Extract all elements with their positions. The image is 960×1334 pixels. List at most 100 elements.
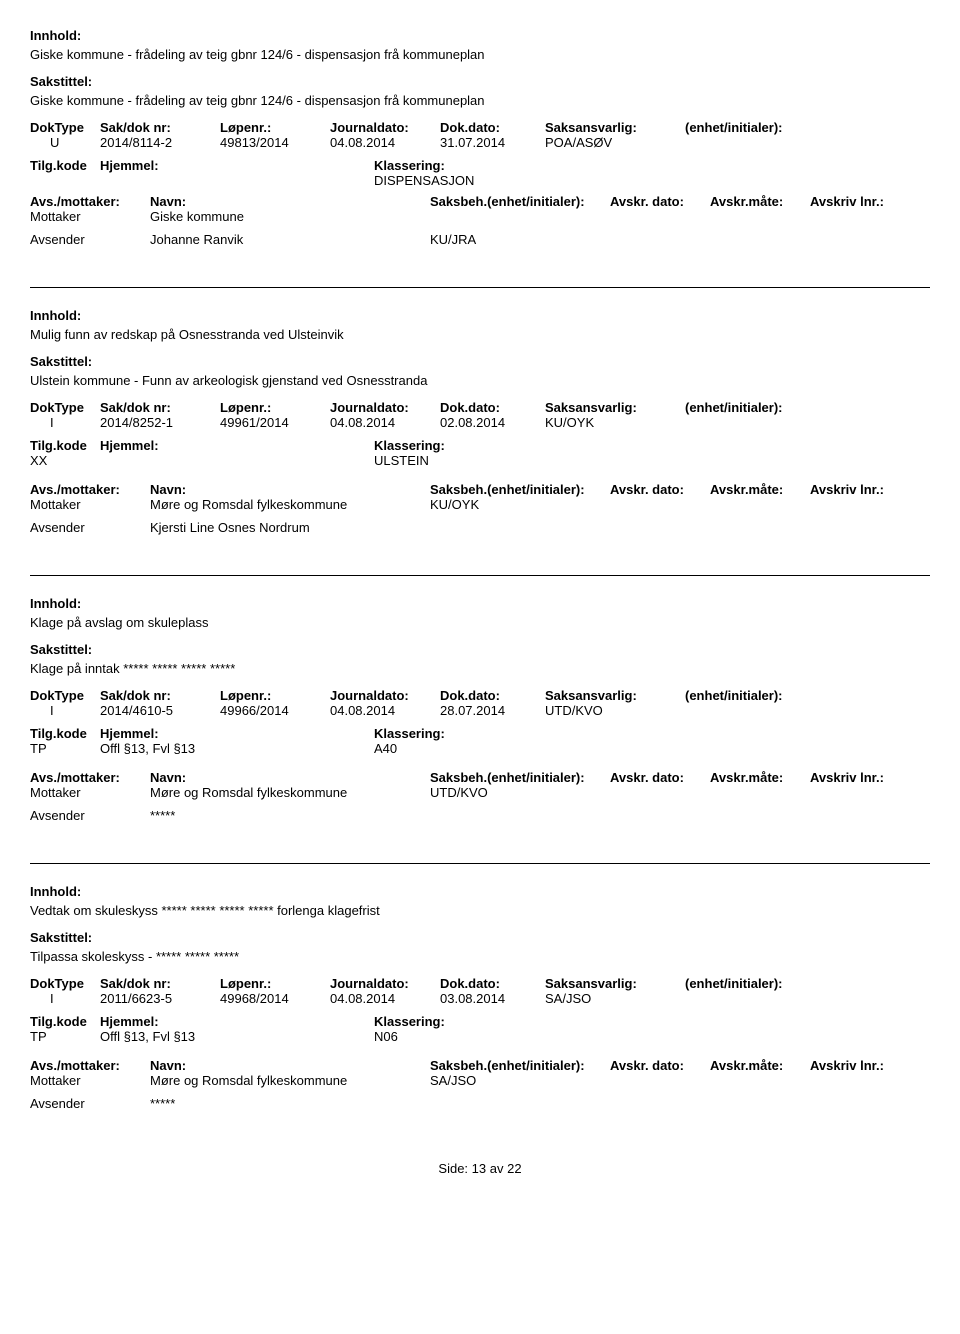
klassering-header: Klassering: bbox=[374, 726, 624, 741]
enhetinit-value bbox=[685, 415, 825, 430]
sakdoknr-value: 2014/4610-5 bbox=[100, 703, 220, 718]
avsender-name: Kjersti Line Osnes Nordrum bbox=[150, 520, 430, 535]
innhold-label: Innhold: bbox=[30, 884, 930, 899]
dokdato-header: Dok.dato: bbox=[440, 976, 545, 991]
mottaker-saksbeh: UTD/KVO bbox=[430, 785, 610, 800]
sakstittel-text: Tilpassa skoleskyss - ***** ***** ***** bbox=[30, 949, 930, 964]
saksansvarlig-value: UTD/KVO bbox=[545, 703, 685, 718]
lopenr-value: 49966/2014 bbox=[220, 703, 330, 718]
klassering-value: A40 bbox=[374, 741, 624, 756]
hjemmel-header: Hjemmel: bbox=[100, 438, 300, 453]
lopenr-header: Løpenr.: bbox=[220, 688, 330, 703]
footer-side-label: Side: bbox=[438, 1161, 468, 1176]
dokdato-header: Dok.dato: bbox=[440, 400, 545, 415]
enhetinit-header: (enhet/initialer): bbox=[685, 400, 825, 415]
doktype-value: U bbox=[30, 135, 100, 150]
mottaker-name: Møre og Romsdal fylkeskommune bbox=[150, 1073, 430, 1088]
navn-header: Navn: bbox=[150, 770, 430, 785]
innhold-text: Klage på avslag om skuleplass bbox=[30, 615, 930, 630]
footer-page-num: 13 bbox=[472, 1161, 486, 1176]
innhold-label: Innhold: bbox=[30, 28, 930, 43]
saksansvarlig-header: Saksansvarlig: bbox=[545, 120, 685, 135]
journal-entry: Innhold: Mulig funn av redskap på Osness… bbox=[30, 308, 930, 555]
sakdoknr-header: Sak/dok nr: bbox=[100, 400, 220, 415]
innhold-text: Giske kommune - frådeling av teig gbnr 1… bbox=[30, 47, 930, 62]
mottaker-label: Mottaker bbox=[30, 1073, 150, 1088]
tilgkode-value: XX bbox=[30, 453, 100, 468]
saksansvarlig-header: Saksansvarlig: bbox=[545, 400, 685, 415]
saksansvarlig-value: POA/ASØV bbox=[545, 135, 685, 150]
mottaker-saksbeh: KU/OYK bbox=[430, 497, 610, 512]
journaldato-value: 04.08.2014 bbox=[330, 991, 440, 1006]
avsmott-header: Avs./mottaker: bbox=[30, 194, 150, 209]
saksbeh-header: Saksbeh.(enhet/initialer): bbox=[430, 482, 610, 497]
avskrivlnr-header: Avskriv lnr.: bbox=[810, 770, 910, 785]
enhetinit-value bbox=[685, 135, 825, 150]
avsender-label: Avsender bbox=[30, 1096, 150, 1111]
tilgkode-header: Tilg.kode bbox=[30, 726, 100, 741]
dokdato-value: 03.08.2014 bbox=[440, 991, 545, 1006]
klassering-value: N06 bbox=[374, 1029, 624, 1044]
journaldato-value: 04.08.2014 bbox=[330, 135, 440, 150]
sakdoknr-header: Sak/dok nr: bbox=[100, 688, 220, 703]
avskrdato-header: Avskr. dato: bbox=[610, 194, 710, 209]
sakstittel-label: Sakstittel: bbox=[30, 930, 930, 945]
journal-entry: Innhold: Klage på avslag om skuleplass S… bbox=[30, 596, 930, 843]
doktype-header: DokType bbox=[30, 120, 100, 135]
avsender-saksbeh bbox=[430, 520, 610, 535]
klassering-header: Klassering: bbox=[374, 438, 624, 453]
saksansvarlig-value: KU/OYK bbox=[545, 415, 685, 430]
tilgkode-header: Tilg.kode bbox=[30, 1014, 100, 1029]
doktype-value: I bbox=[30, 991, 100, 1006]
mottaker-label: Mottaker bbox=[30, 497, 150, 512]
avsender-label: Avsender bbox=[30, 232, 150, 247]
saksansvarlig-header: Saksansvarlig: bbox=[545, 688, 685, 703]
avsender-saksbeh: KU/JRA bbox=[430, 232, 610, 247]
avskrdato-header: Avskr. dato: bbox=[610, 1058, 710, 1073]
footer-total: 22 bbox=[507, 1161, 521, 1176]
journal-entry: Innhold: Vedtak om skuleskyss ***** ****… bbox=[30, 884, 930, 1131]
hjemmel-header: Hjemmel: bbox=[100, 726, 300, 741]
sakstittel-text: Giske kommune - frådeling av teig gbnr 1… bbox=[30, 93, 930, 108]
dokdato-value: 28.07.2014 bbox=[440, 703, 545, 718]
avskrdato-header: Avskr. dato: bbox=[610, 482, 710, 497]
sakstittel-label: Sakstittel: bbox=[30, 642, 930, 657]
journaldato-header: Journaldato: bbox=[330, 400, 440, 415]
doktype-header: DokType bbox=[30, 400, 100, 415]
journaldato-header: Journaldato: bbox=[330, 120, 440, 135]
navn-header: Navn: bbox=[150, 482, 430, 497]
sakstittel-label: Sakstittel: bbox=[30, 354, 930, 369]
saksbeh-header: Saksbeh.(enhet/initialer): bbox=[430, 194, 610, 209]
dokdato-value: 31.07.2014 bbox=[440, 135, 545, 150]
hjemmel-value: Offl §13, Fvl §13 bbox=[100, 741, 300, 756]
mottaker-name: Giske kommune bbox=[150, 209, 430, 224]
innhold-text: Vedtak om skuleskyss ***** ***** ***** *… bbox=[30, 903, 930, 918]
dokdato-header: Dok.dato: bbox=[440, 688, 545, 703]
avskrmate-header: Avskr.måte: bbox=[710, 194, 810, 209]
avsmott-header: Avs./mottaker: bbox=[30, 482, 150, 497]
mottaker-saksbeh bbox=[430, 209, 610, 224]
avsender-name: Johanne Ranvik bbox=[150, 232, 430, 247]
avskrmate-header: Avskr.måte: bbox=[710, 1058, 810, 1073]
saksansvarlig-header: Saksansvarlig: bbox=[545, 976, 685, 991]
journaldato-value: 04.08.2014 bbox=[330, 415, 440, 430]
sakdoknr-value: 2011/6623-5 bbox=[100, 991, 220, 1006]
saksbeh-header: Saksbeh.(enhet/initialer): bbox=[430, 770, 610, 785]
hjemmel-header: Hjemmel: bbox=[100, 158, 300, 173]
avsmott-header: Avs./mottaker: bbox=[30, 770, 150, 785]
klassering-value: ULSTEIN bbox=[374, 453, 624, 468]
doktype-value: I bbox=[30, 703, 100, 718]
avskrmate-header: Avskr.måte: bbox=[710, 482, 810, 497]
sakdoknr-header: Sak/dok nr: bbox=[100, 976, 220, 991]
avskrmate-header: Avskr.måte: bbox=[710, 770, 810, 785]
enhetinit-value bbox=[685, 703, 825, 718]
tilgkode-value: TP bbox=[30, 1029, 100, 1044]
enhetinit-value bbox=[685, 991, 825, 1006]
doktype-header: DokType bbox=[30, 976, 100, 991]
hjemmel-value bbox=[100, 453, 300, 468]
sakdoknr-value: 2014/8252-1 bbox=[100, 415, 220, 430]
avskrivlnr-header: Avskriv lnr.: bbox=[810, 194, 910, 209]
sakstittel-text: Klage på inntak ***** ***** ***** ***** bbox=[30, 661, 930, 676]
footer-av-label: av bbox=[490, 1161, 504, 1176]
avskrivlnr-header: Avskriv lnr.: bbox=[810, 482, 910, 497]
